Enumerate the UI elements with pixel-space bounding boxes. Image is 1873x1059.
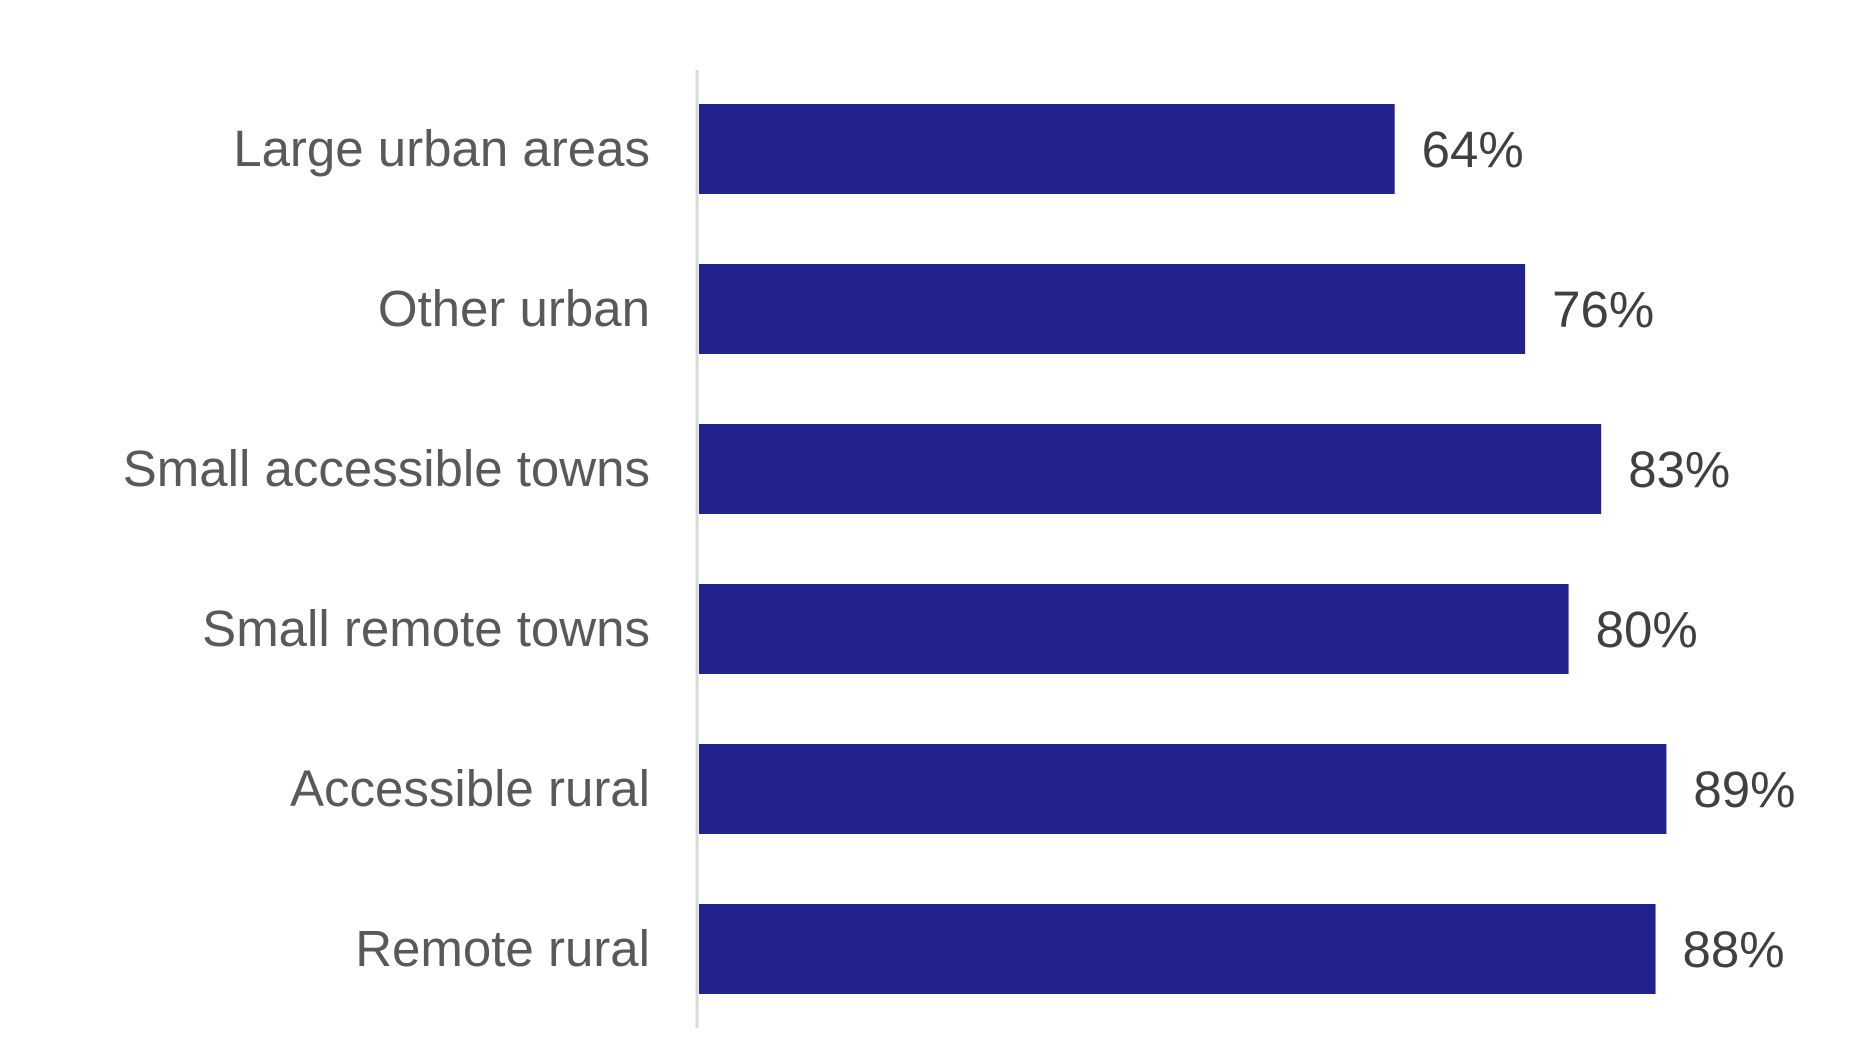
value-label-4: 89% <box>1693 761 1795 818</box>
category-label-0: Large urban areas <box>233 120 650 177</box>
category-label-2: Small accessible towns <box>123 440 650 497</box>
value-labels-layer: 64% 76% 83% 80% 89% 88% <box>1422 121 1796 978</box>
bars-layer <box>699 104 1667 994</box>
category-label-1: Other urban <box>378 280 650 337</box>
value-label-5: 88% <box>1683 921 1785 978</box>
value-label-2: 83% <box>1628 441 1730 498</box>
bar-1 <box>699 264 1526 354</box>
value-label-0: 64% <box>1422 121 1524 178</box>
bar-0 <box>699 104 1395 194</box>
category-labels-layer: Large urban areas Other urban Small access… <box>123 120 650 977</box>
bar-2 <box>699 424 1602 514</box>
category-label-4: Accessible rural <box>290 760 650 817</box>
value-label-3: 80% <box>1596 601 1698 658</box>
category-label-3: Small remote towns <box>202 600 650 657</box>
bar-4 <box>699 744 1667 834</box>
category-label-5: Remote rural <box>355 920 650 977</box>
bar-5 <box>699 904 1656 994</box>
bar-3 <box>699 584 1569 674</box>
value-label-1: 76% <box>1552 281 1654 338</box>
